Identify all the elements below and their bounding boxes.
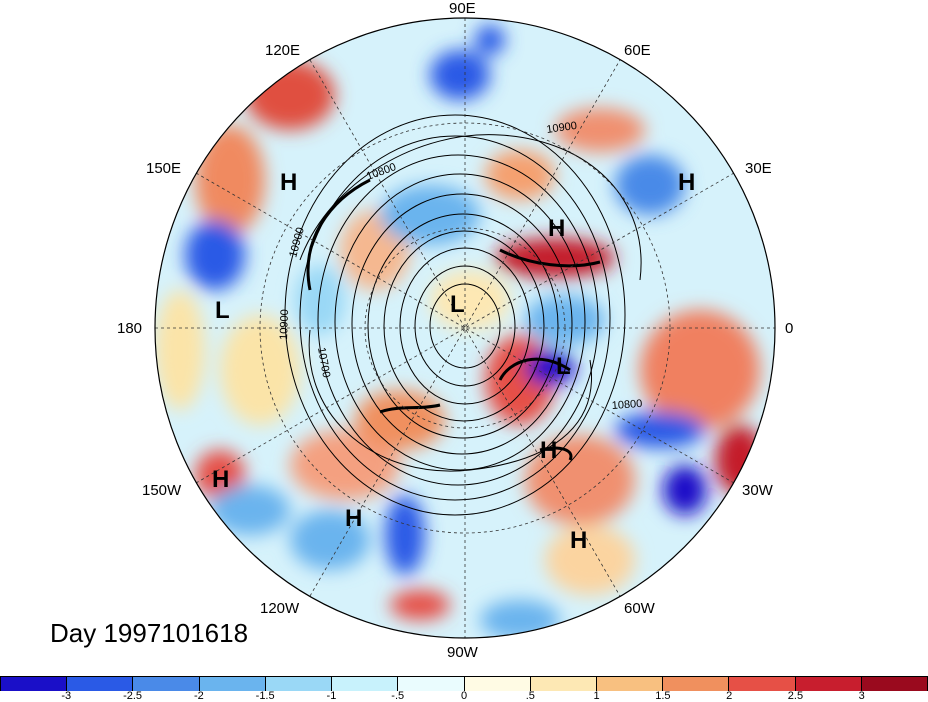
colorbar-tick-label: 2 — [726, 690, 733, 702]
colorbar-cell — [861, 677, 928, 691]
colorbar-cell — [199, 677, 266, 691]
longitude-label-150w: 150W — [142, 482, 182, 499]
colorbar-cell — [795, 677, 862, 691]
colorbar-cell — [663, 677, 730, 691]
longitude-label-180: 180 — [117, 320, 143, 337]
colorbar-cell — [596, 677, 664, 691]
low-center-label: L — [215, 297, 230, 324]
longitude-label-120w: 120W — [260, 600, 300, 617]
colorbar-cell — [398, 677, 465, 691]
contour-label: 10900 — [546, 120, 578, 136]
colorbar-cell — [265, 677, 333, 691]
colorbar-cell — [464, 677, 531, 691]
high-center-label: H — [212, 466, 229, 493]
anomaly-field — [155, 18, 775, 638]
longitude-label-60w: 60W — [624, 600, 655, 617]
colorbar-tick-label: 1 — [593, 690, 600, 702]
low-center-label: L — [450, 291, 465, 318]
high-center-label: H — [540, 437, 557, 464]
colorbar-cell — [67, 677, 134, 691]
colorbar-tick-label: -.5 — [391, 690, 405, 702]
map-border — [154, 17, 776, 639]
colorbar-tick-label: 3 — [858, 690, 865, 702]
colorbar-tick-label: -1.5 — [255, 690, 275, 702]
colorbar-tick-label: 0 — [460, 690, 468, 702]
colorbar-tick-label: -3 — [61, 690, 72, 702]
colorbar-tick-label: 1.5 — [655, 690, 671, 702]
colorbar-cell — [133, 677, 200, 691]
graticule — [155, 18, 775, 638]
high-center-label: H — [678, 169, 695, 196]
height-contours — [284, 114, 642, 516]
longitude-label-30w: 30W — [742, 482, 773, 499]
colorbar-cell — [530, 677, 597, 691]
contour-label: 10800 — [611, 398, 642, 412]
contour-label: 10700 — [315, 346, 332, 378]
longitude-label-60e: 60E — [624, 42, 651, 59]
colorbar-cell — [0, 677, 68, 691]
colorbar-tick-label: -2 — [193, 690, 204, 702]
longitude-label-30e: 30E — [745, 160, 772, 177]
high-center-label: H — [548, 215, 565, 242]
colorbar-tick-label: -2.5 — [123, 690, 143, 702]
high-center-label: H — [570, 527, 587, 554]
high-center-label: H — [345, 505, 362, 532]
colorbar-tick-label: .5 — [525, 690, 535, 702]
jet-contours — [306, 178, 601, 461]
high-center-label: H — [280, 169, 297, 196]
colorbar-cell — [729, 677, 796, 691]
colorbar-cell — [332, 677, 399, 691]
map-title: Day 1997101618 — [50, 618, 249, 648]
longitude-label-90w: 90W — [447, 644, 478, 661]
longitude-label-0: 0 — [785, 320, 794, 337]
contour-label: 10900 — [278, 309, 291, 340]
pressure-centers: H H H H H H H L L L — [212, 169, 695, 554]
longitude-label-150e: 150E — [146, 160, 182, 177]
low-center-label: L — [556, 353, 571, 380]
longitude-label-120e: 120E — [265, 42, 301, 59]
colorbar-tick-label: -1 — [326, 690, 337, 702]
colorbar — [0, 676, 928, 691]
longitude-label-90e: 90E — [449, 0, 476, 17]
colorbar-tick-label: 2.5 — [787, 690, 804, 702]
